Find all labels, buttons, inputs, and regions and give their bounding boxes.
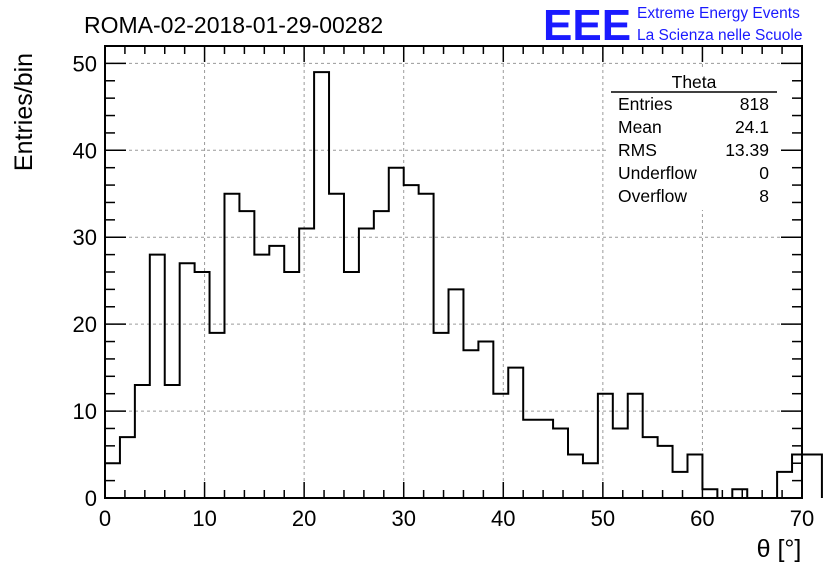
- x-tick-label: 30: [391, 506, 415, 531]
- x-axis-label: θ [°]: [757, 535, 802, 563]
- y-tick-label: 50: [73, 51, 97, 76]
- y-tick-label: 30: [73, 225, 97, 250]
- eee-logo-line1: Extreme Energy Events: [637, 5, 800, 22]
- eee-logo-line2: La Scienza nelle Scuole: [637, 27, 802, 44]
- eee-logo: EEE Extreme Energy Events La Scienza nel…: [543, 1, 802, 50]
- stats-box-title: Theta: [672, 72, 717, 92]
- y-tick-label: 20: [73, 312, 97, 337]
- stats-row-value: 8: [759, 186, 769, 206]
- stats-row-label: Entries: [618, 94, 673, 114]
- x-tick-label: 10: [192, 506, 216, 531]
- stats-rows: Entries 818 Mean 24.1 RMS 13.39 Underflow 0 Over…: [618, 94, 769, 206]
- x-tick-label: 0: [99, 506, 111, 531]
- x-tick-label: 70: [790, 506, 814, 531]
- stats-row-label: Overflow: [618, 186, 687, 206]
- stats-row-label: RMS: [618, 140, 657, 160]
- stats-box: Theta Entries 818 Mean 24.1 RMS 13.39 Underflo…: [608, 68, 780, 210]
- stats-row-label: Underflow: [618, 163, 697, 183]
- y-tick-label: 10: [73, 399, 97, 424]
- x-tick-label: 40: [491, 506, 515, 531]
- x-tick-label: 50: [591, 506, 615, 531]
- stats-row-label: Mean: [618, 117, 662, 137]
- eee-logo-mark: EEE: [543, 1, 631, 50]
- grid: [105, 46, 802, 498]
- stats-row-value: 24.1: [735, 117, 769, 137]
- y-axis-label: Entries/bin: [10, 53, 38, 171]
- x-tick-label: 20: [292, 506, 316, 531]
- chart-title: ROMA-02-2018-01-29-00282: [84, 12, 383, 38]
- histogram-outline: [104, 71, 823, 499]
- stats-row-value: 0: [759, 163, 769, 183]
- x-tick-label: 60: [690, 506, 714, 531]
- axis-ticks: [104, 45, 803, 499]
- stats-row-value: 13.39: [725, 140, 769, 160]
- stats-row-value: 818: [740, 94, 769, 114]
- tick-labels: 0 10 20 30 40 50 60 70 0 10 20 30 40 50: [73, 51, 815, 531]
- y-tick-label: 0: [85, 486, 97, 511]
- y-tick-label: 40: [73, 138, 97, 163]
